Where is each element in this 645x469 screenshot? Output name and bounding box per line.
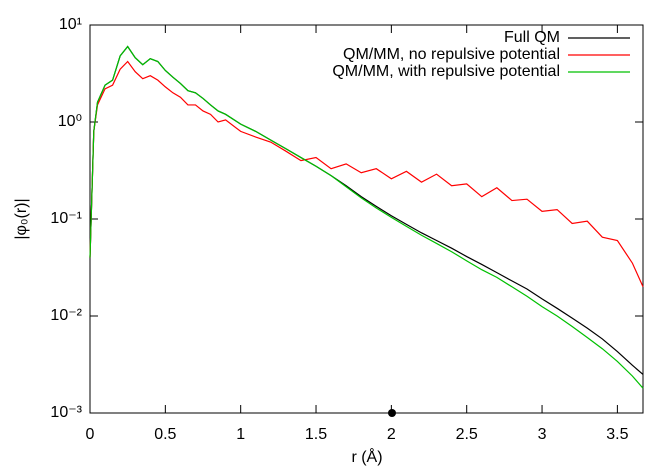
x-tick-label: 0.5 [154, 426, 176, 443]
x-tick-label: 2 [387, 426, 396, 443]
x-tick-label: 1 [236, 426, 245, 443]
legend-label: QM/MM, no repulsive potential [343, 46, 560, 63]
x-tick-label: 2.5 [456, 426, 478, 443]
x-tick-label: 3.5 [606, 426, 628, 443]
x-axis-label: r (Å) [351, 447, 382, 466]
y-tick-label: 10⁻¹ [50, 210, 82, 227]
series-line [89, 60, 644, 288]
y-tick-label: 10¹ [59, 16, 82, 33]
x-tick-label: 3 [538, 426, 547, 443]
y-tick-label: 10⁻³ [50, 404, 82, 421]
x-tick-label: 1.5 [305, 426, 327, 443]
legend-label: Full QM [504, 29, 560, 46]
axis-marker [388, 409, 396, 417]
y-tick-label: 10⁰ [58, 113, 82, 130]
legend-label: QM/MM, with repulsive potential [332, 63, 560, 80]
y-axis-label: |φ₀(r)| [13, 198, 30, 239]
series-line [89, 45, 644, 375]
series-line [89, 45, 644, 389]
x-tick-label: 0 [86, 426, 95, 443]
y-tick-label: 10⁻² [50, 307, 82, 324]
plot-frame [89, 24, 644, 414]
